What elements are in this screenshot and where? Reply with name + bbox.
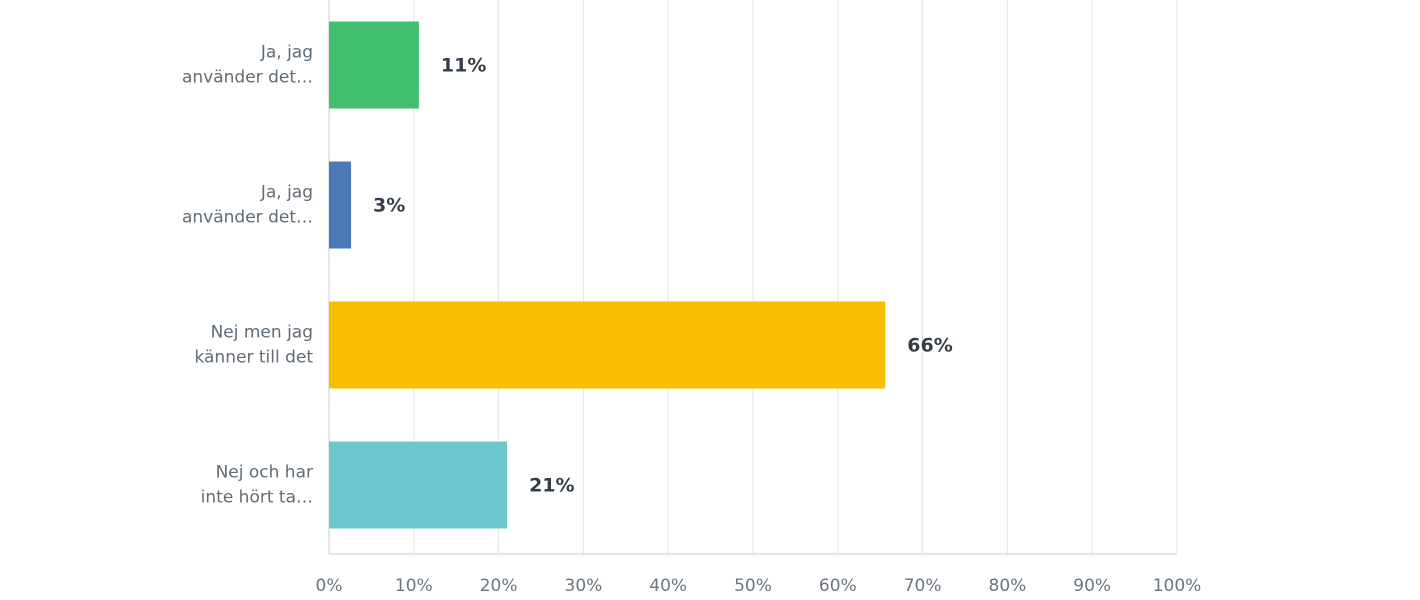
x-tick-label: 40% <box>649 576 687 596</box>
category-label: inte hört ta… <box>201 488 313 508</box>
category-label: Nej men jag <box>211 323 313 343</box>
x-tick-label: 50% <box>734 576 772 596</box>
x-tick-label: 30% <box>565 576 603 596</box>
x-tick-label: 10% <box>395 576 433 596</box>
category-label: Nej och har <box>216 463 313 483</box>
bar <box>329 21 419 109</box>
value-label: 3% <box>373 195 405 217</box>
category-label: använder det… <box>182 68 313 88</box>
x-tick-label: 20% <box>480 576 518 596</box>
x-tick-label: 0% <box>316 576 343 596</box>
category-label: använder det… <box>182 208 313 228</box>
category-label: känner till det <box>194 348 313 368</box>
bar <box>329 301 886 389</box>
value-label: 21% <box>529 475 574 497</box>
value-label: 66% <box>907 335 952 357</box>
x-tick-label: 90% <box>1073 576 1111 596</box>
category-label: Ja, jag <box>260 183 313 203</box>
x-tick-label: 70% <box>904 576 942 596</box>
value-label: 11% <box>441 55 486 77</box>
bar <box>329 441 508 529</box>
category-label: Ja, jag <box>260 43 313 63</box>
x-tick-label: 100% <box>1153 576 1202 596</box>
x-tick-label: 80% <box>989 576 1027 596</box>
bar <box>329 161 352 249</box>
x-tick-label: 60% <box>819 576 857 596</box>
